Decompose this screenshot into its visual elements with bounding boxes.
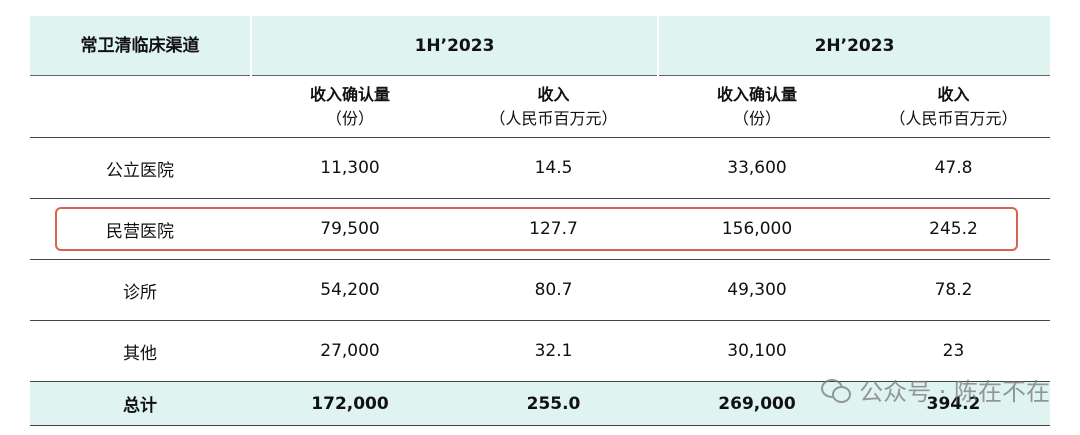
row-h1-volume: 27,000 [320,341,380,361]
header-period-2: 2H’2023 [657,16,1050,76]
subheader-h2-revenue-unit: （人民币百万元） [889,108,1018,128]
subheader-h2-revenue-label: 收入 [937,84,970,104]
row-channel-name: 诊所 [123,282,157,303]
subheader-h1-volume-unit: （份） [325,108,374,128]
table-row: 其他 27,000 32.1 30,100 23 [30,321,1050,382]
header-period-1: 1H’2023 [250,16,657,76]
row-h2-revenue: 47.8 [934,158,973,178]
row-channel-name: 其他 [123,343,157,364]
watermark-text: 公众号 · 陈在不在 [859,378,1050,406]
row-h1-volume: 54,200 [320,280,380,300]
row-h2-volume: 49,300 [727,280,787,300]
table-total-row: 总计 172,000 255.0 269,000 394.2 [30,382,1050,426]
row-h1-volume: 11,300 [320,158,380,178]
wechat-icon [821,377,852,403]
row-channel-name: 公立医院 [106,160,174,181]
subheader-h1-volume-label: 收入确认量 [309,84,390,104]
table-subheader-row: 收入确认量 （份） 收入 （人民币百万元） 收入确认量 （份） 收入 （人民币百… [30,76,1050,138]
watermark: 公众号 · 陈在不在 [821,372,1050,407]
row-h1-revenue: 32.1 [534,341,573,361]
row-h2-revenue: 23 [942,341,965,361]
table-header-row: 常卫清临床渠道 1H’2023 2H’2023 [30,16,1050,76]
subheader-h1-revenue-unit: （人民币百万元） [489,108,618,128]
table-row: 诊所 54,200 80.7 49,300 78.2 [30,260,1050,321]
total-h1-revenue: 255.0 [526,393,581,414]
row-h2-volume: 156,000 [721,219,793,239]
subheader-h1-volume: 收入确认量 （份） [250,83,450,131]
total-label: 总计 [123,396,157,416]
table-row: 公立医院 11,300 14.5 33,600 47.8 [30,138,1050,199]
row-h1-revenue: 127.7 [529,219,578,239]
row-h1-revenue: 80.7 [534,280,573,300]
total-h2-revenue: 394.2 [926,393,981,414]
subheader-h2-revenue: 收入 （人民币百万元） [857,83,1050,131]
table-row-highlighted: 民营医院 79,500 127.7 156,000 245.2 [30,199,1050,260]
subheader-h1-revenue-label: 收入 [537,84,570,104]
subheader-h2-volume-unit: （份） [732,108,781,128]
subheader-h2-volume-label: 收入确认量 [716,84,797,104]
header-channel: 常卫清临床渠道 [80,36,200,56]
row-h2-volume: 30,100 [727,341,787,361]
subheader-h1-revenue: 收入 （人民币百万元） [450,83,657,131]
row-h2-revenue: 78.2 [934,280,973,300]
row-h1-revenue: 14.5 [534,158,573,178]
row-h1-volume: 79,500 [320,219,380,239]
total-h2-volume: 269,000 [718,393,796,414]
row-h2-volume: 33,600 [727,158,787,178]
row-channel-name: 民营医院 [106,221,174,242]
row-h2-revenue: 245.2 [929,219,978,239]
revenue-table: 常卫清临床渠道 1H’2023 2H’2023 收入确认量 （份） 收入 （人民… [30,16,1050,426]
subheader-h2-volume: 收入确认量 （份） [657,83,857,131]
total-h1-volume: 172,000 [311,393,389,414]
